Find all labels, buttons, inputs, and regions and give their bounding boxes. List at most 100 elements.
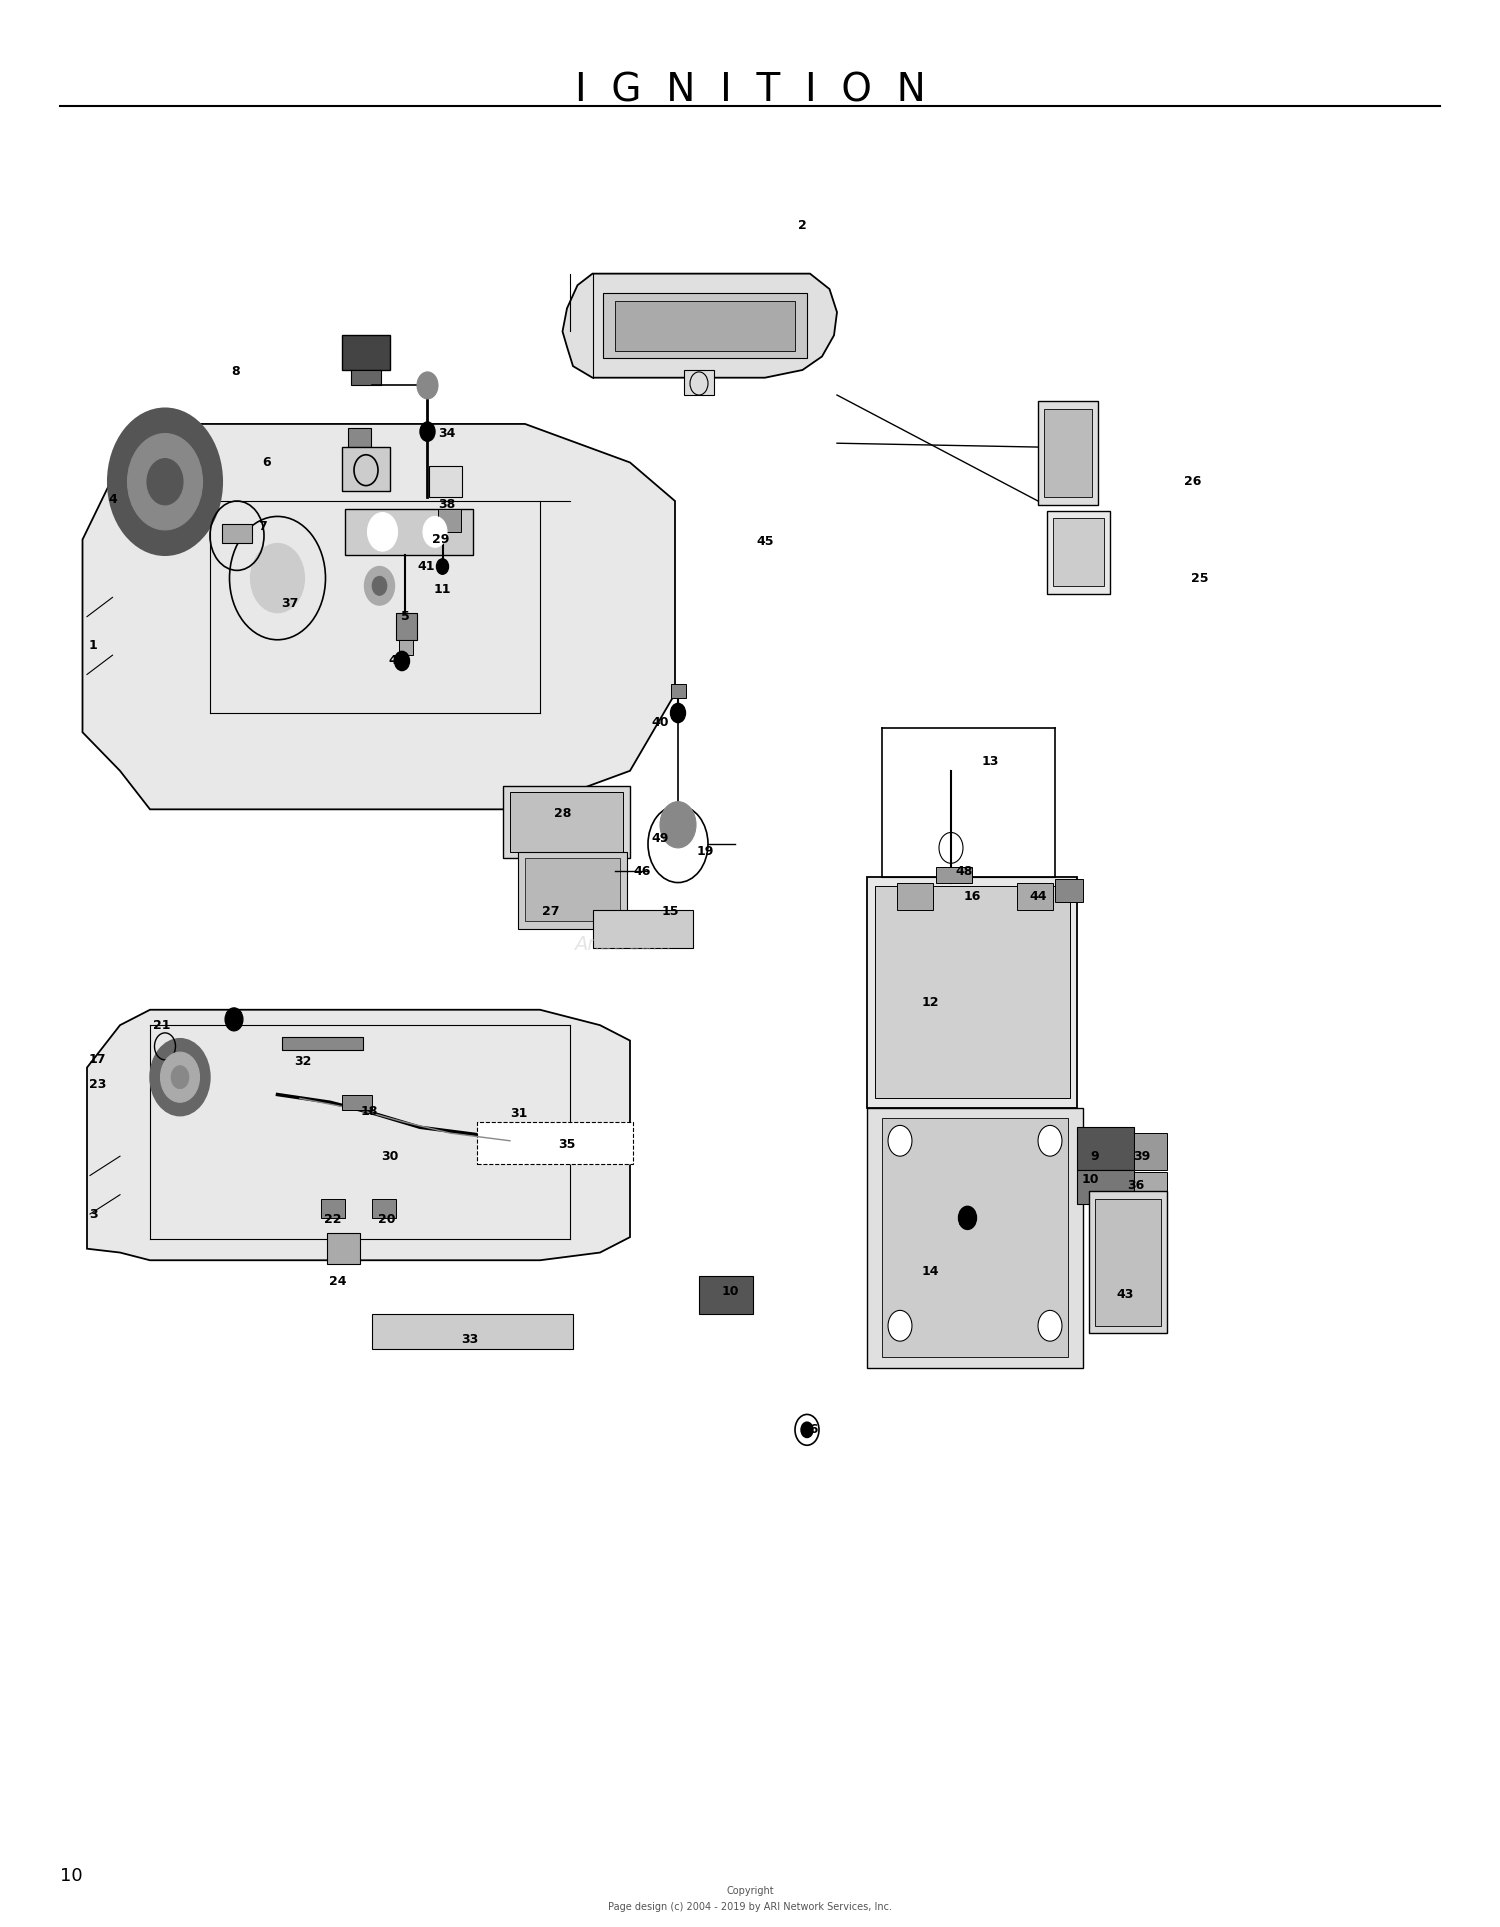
Polygon shape bbox=[518, 852, 627, 929]
Polygon shape bbox=[1134, 1133, 1167, 1170]
Text: 1: 1 bbox=[88, 640, 98, 651]
Circle shape bbox=[670, 703, 686, 723]
Polygon shape bbox=[525, 858, 620, 921]
Circle shape bbox=[888, 1125, 912, 1156]
Polygon shape bbox=[477, 1122, 633, 1164]
Polygon shape bbox=[1038, 401, 1098, 505]
Text: 25: 25 bbox=[1191, 572, 1209, 584]
Text: 16: 16 bbox=[963, 890, 981, 902]
Text: 48: 48 bbox=[956, 865, 974, 877]
Polygon shape bbox=[603, 293, 807, 358]
Text: 12: 12 bbox=[921, 996, 939, 1008]
Circle shape bbox=[1038, 1310, 1062, 1341]
Circle shape bbox=[368, 513, 398, 551]
Text: 26: 26 bbox=[1184, 476, 1202, 488]
Circle shape bbox=[150, 1039, 210, 1116]
Text: 19: 19 bbox=[696, 846, 714, 858]
Polygon shape bbox=[348, 428, 370, 447]
Polygon shape bbox=[327, 1233, 360, 1264]
Circle shape bbox=[436, 559, 448, 574]
Text: 29: 29 bbox=[432, 534, 450, 545]
Text: 15: 15 bbox=[662, 906, 680, 917]
Text: 18: 18 bbox=[360, 1106, 378, 1118]
Text: 21: 21 bbox=[153, 1019, 171, 1031]
Polygon shape bbox=[342, 335, 390, 370]
Polygon shape bbox=[399, 640, 412, 655]
Text: 49: 49 bbox=[651, 832, 669, 844]
Polygon shape bbox=[351, 370, 381, 385]
Polygon shape bbox=[438, 509, 460, 532]
Text: Page design (c) 2004 - 2019 by ARI Network Services, Inc.: Page design (c) 2004 - 2019 by ARI Netwo… bbox=[608, 1902, 892, 1912]
Polygon shape bbox=[1017, 883, 1053, 910]
Circle shape bbox=[417, 372, 438, 399]
Circle shape bbox=[160, 1052, 200, 1102]
Circle shape bbox=[251, 543, 305, 613]
Circle shape bbox=[372, 576, 387, 595]
Text: Copyright: Copyright bbox=[726, 1887, 774, 1896]
Polygon shape bbox=[282, 1037, 363, 1050]
Polygon shape bbox=[1044, 409, 1092, 497]
Text: 31: 31 bbox=[510, 1108, 528, 1120]
Text: 46: 46 bbox=[801, 1424, 819, 1436]
Circle shape bbox=[420, 422, 435, 441]
Polygon shape bbox=[1077, 1170, 1134, 1204]
Circle shape bbox=[801, 1422, 813, 1438]
Polygon shape bbox=[342, 447, 390, 491]
Polygon shape bbox=[1054, 879, 1083, 902]
Text: 47: 47 bbox=[388, 655, 406, 667]
Polygon shape bbox=[342, 1095, 372, 1110]
Text: 28: 28 bbox=[554, 807, 572, 819]
Circle shape bbox=[225, 1008, 243, 1031]
Polygon shape bbox=[882, 1118, 1068, 1357]
Text: 13: 13 bbox=[981, 755, 999, 767]
Text: 34: 34 bbox=[438, 428, 456, 439]
Circle shape bbox=[958, 1206, 976, 1229]
Circle shape bbox=[128, 434, 202, 530]
Text: 40: 40 bbox=[651, 717, 669, 728]
Text: I  G  N  I  T  I  O  N: I G N I T I O N bbox=[574, 71, 926, 110]
Text: 8: 8 bbox=[231, 366, 240, 378]
Text: 6: 6 bbox=[262, 457, 272, 468]
Text: 7: 7 bbox=[258, 520, 267, 532]
Text: 39: 39 bbox=[1132, 1150, 1150, 1162]
Text: 23: 23 bbox=[88, 1079, 106, 1091]
Polygon shape bbox=[874, 886, 1070, 1098]
Polygon shape bbox=[1089, 1191, 1167, 1333]
Polygon shape bbox=[562, 274, 837, 378]
Polygon shape bbox=[615, 301, 795, 351]
Text: 4: 4 bbox=[108, 493, 117, 505]
Text: 14: 14 bbox=[921, 1266, 939, 1278]
Text: 32: 32 bbox=[294, 1056, 312, 1068]
Polygon shape bbox=[1077, 1127, 1134, 1170]
Text: 10: 10 bbox=[60, 1867, 82, 1885]
Polygon shape bbox=[396, 613, 417, 640]
Text: 38: 38 bbox=[438, 499, 456, 511]
Text: 20: 20 bbox=[378, 1214, 396, 1226]
Polygon shape bbox=[222, 524, 252, 543]
Text: 5: 5 bbox=[400, 611, 410, 622]
Text: 10: 10 bbox=[722, 1285, 740, 1297]
Polygon shape bbox=[1095, 1199, 1161, 1326]
Text: 17: 17 bbox=[88, 1054, 106, 1066]
Polygon shape bbox=[321, 1199, 345, 1218]
Text: 33: 33 bbox=[460, 1333, 478, 1345]
Polygon shape bbox=[82, 424, 675, 809]
Polygon shape bbox=[684, 370, 714, 395]
Polygon shape bbox=[503, 786, 630, 858]
Polygon shape bbox=[345, 509, 472, 555]
Circle shape bbox=[394, 651, 410, 671]
Text: AriStream: AriStream bbox=[573, 935, 672, 954]
Circle shape bbox=[1038, 1125, 1062, 1156]
Circle shape bbox=[364, 567, 394, 605]
Text: 37: 37 bbox=[280, 597, 298, 609]
Text: 45: 45 bbox=[756, 536, 774, 547]
Polygon shape bbox=[510, 792, 622, 852]
Polygon shape bbox=[87, 1010, 630, 1260]
Text: 41: 41 bbox=[417, 561, 435, 572]
Polygon shape bbox=[936, 867, 972, 883]
Polygon shape bbox=[897, 883, 933, 910]
Text: 27: 27 bbox=[542, 906, 560, 917]
Text: 47: 47 bbox=[958, 1218, 976, 1229]
Text: 24: 24 bbox=[328, 1276, 346, 1287]
Text: 46: 46 bbox=[633, 865, 651, 877]
